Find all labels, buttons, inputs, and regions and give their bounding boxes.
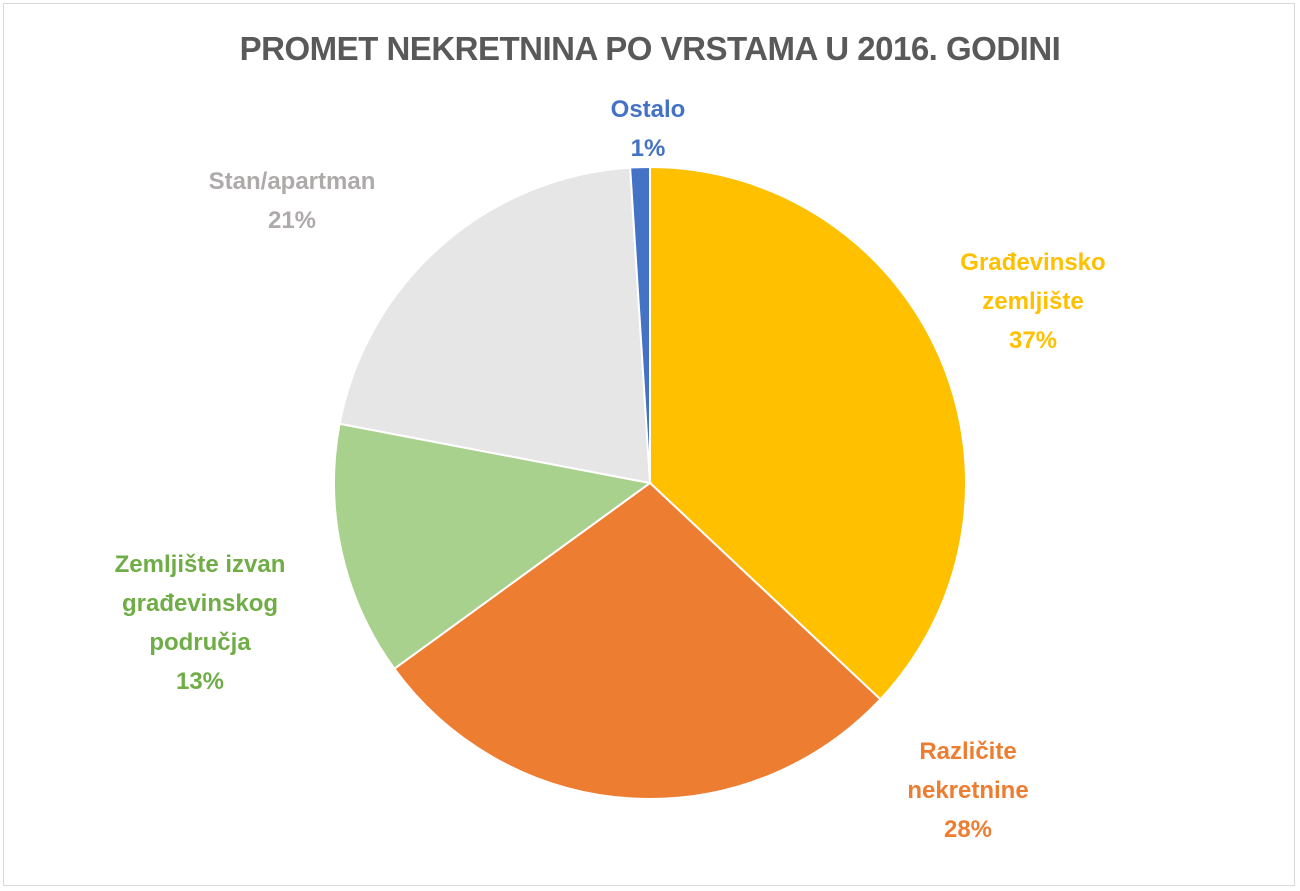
- label-line: Različite: [919, 738, 1017, 765]
- label-line: Zemljište izvan: [114, 551, 286, 578]
- pie-slice-3: [338, 166, 652, 485]
- pie-slice-2: [333, 422, 653, 671]
- label-line: Ostalo: [610, 96, 686, 123]
- chart-title: PROMET NEKRETNINA PO VRSTAMA U 2016. GOD…: [239, 30, 1061, 67]
- value-label: 37%: [1008, 327, 1058, 354]
- data-label-zemljiste-izvan: Zemljište izvan građevinskog područja 13…: [115, 545, 286, 701]
- label-line: nekretnine: [907, 777, 1029, 804]
- label-line: područja: [149, 629, 251, 656]
- pie-slice-0: [649, 165, 967, 701]
- label-line: zemljište: [982, 288, 1084, 315]
- pie-slice-4: [629, 165, 651, 484]
- data-label-stan: Stan/apartman 21%: [209, 162, 376, 240]
- label-line: Građevinsko: [960, 249, 1106, 276]
- value-label: 28%: [943, 816, 993, 843]
- chart-frame: [3, 3, 1295, 886]
- pie-slice-1: [392, 481, 882, 800]
- value-label: 1%: [630, 135, 666, 162]
- data-label-gradevinsko: Građevinsko zemljište 37%: [960, 243, 1105, 360]
- data-label-ostalo: Ostalo 1%: [611, 90, 686, 168]
- data-label-razlicite: Različite nekretnine 28%: [907, 732, 1028, 849]
- label-line: Stan/apartman: [208, 168, 376, 195]
- value-label: 13%: [175, 668, 225, 695]
- label-line: građevinskog: [121, 590, 279, 617]
- value-label: 21%: [267, 207, 317, 234]
